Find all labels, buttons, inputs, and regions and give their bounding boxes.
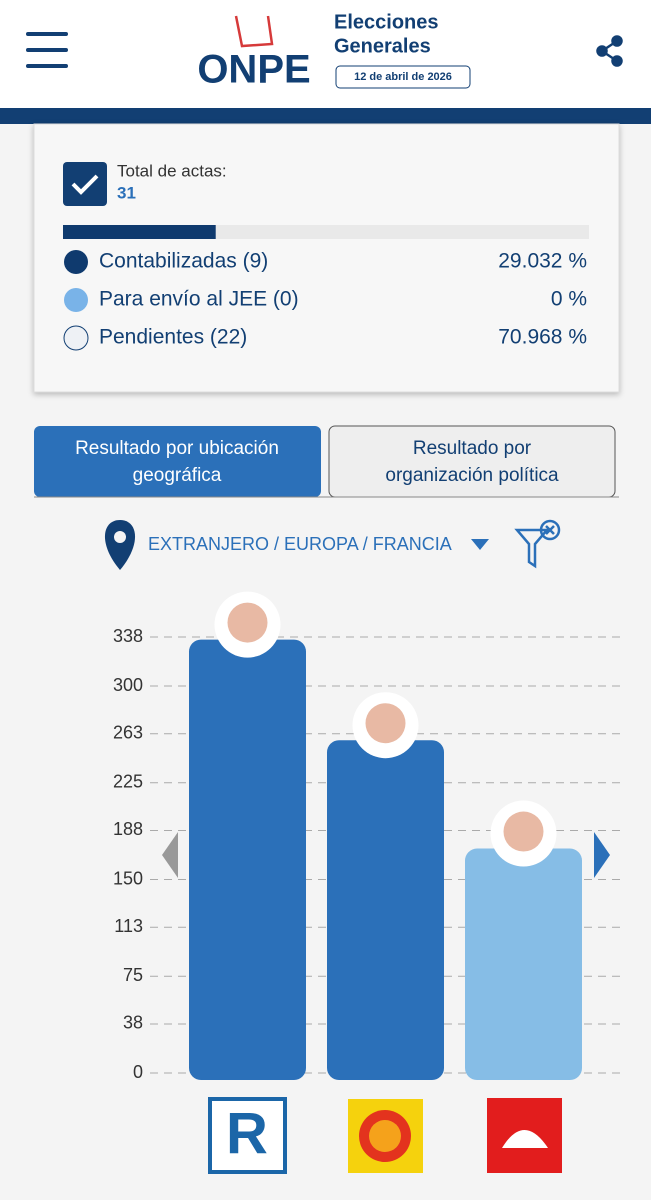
status-percent: 70.968 %	[498, 326, 587, 349]
status-label: Pendientes (22)	[99, 326, 247, 349]
total-label: Total de actas:	[117, 161, 227, 180]
dropdown-arrow[interactable]	[471, 539, 489, 550]
check	[71, 174, 99, 195]
y-tick-label: 263	[113, 722, 143, 742]
party-logo	[348, 1099, 423, 1173]
menu-button[interactable]	[26, 32, 68, 68]
candidate-face	[365, 703, 406, 744]
svg-text:R: R	[226, 1101, 268, 1166]
logo-hand	[234, 15, 274, 48]
bar	[327, 740, 444, 1080]
tab-label[interactable]: geográfica	[133, 465, 222, 486]
candidate-face	[227, 602, 268, 643]
y-tick-label: 113	[114, 916, 143, 936]
y-tick-label: 225	[113, 772, 143, 792]
status-label: Contabilizadas (9)	[99, 250, 268, 273]
tab-label[interactable]: Resultado por ubicación	[75, 438, 279, 459]
party-logo: R	[208, 1097, 287, 1174]
header-stripe	[0, 108, 651, 124]
status-dot	[63, 325, 89, 351]
status-dot	[64, 288, 88, 312]
actas-icon	[63, 162, 107, 206]
next-arrow[interactable]	[594, 832, 610, 878]
status-label: Para envío al JEE (0)	[99, 288, 299, 311]
share-button[interactable]	[596, 35, 623, 67]
total-value: 31	[117, 183, 136, 202]
status-dot	[64, 250, 88, 274]
location-pin	[104, 520, 136, 570]
status-percent: 0 %	[551, 288, 587, 311]
bar	[189, 639, 306, 1080]
date: 12 de abril de 2026	[354, 71, 452, 83]
tab[interactable]: Resultado por organización política	[328, 425, 616, 498]
candidate-face	[503, 811, 544, 852]
tab-label[interactable]: Resultado por	[413, 438, 532, 459]
status-percent: 29.032 %	[498, 250, 587, 273]
filter-button[interactable]	[514, 519, 561, 569]
y-tick-label: 188	[113, 819, 143, 839]
y-tick-label: 338	[113, 626, 143, 646]
progress-fill	[63, 225, 216, 239]
party-logo	[487, 1098, 562, 1173]
header-title: Generales	[334, 35, 431, 57]
pin-hole	[114, 531, 126, 543]
header-title: Elecciones	[334, 11, 439, 33]
y-tick-label: 150	[113, 868, 143, 888]
logo: ONPE	[197, 48, 310, 92]
prev-arrow[interactable]	[162, 832, 178, 878]
y-tick-label: 0	[133, 1062, 143, 1082]
tab-label[interactable]: organización política	[385, 465, 559, 486]
header	[0, 0, 651, 108]
y-tick-label: 38	[123, 1013, 143, 1033]
date-badge	[335, 65, 471, 89]
bar	[465, 848, 582, 1080]
y-tick-label: 75	[123, 965, 143, 985]
tab[interactable]: Resultado por ubicación geográfica	[34, 426, 321, 497]
location[interactable]: EXTRANJERO / EUROPA / FRANCIA	[148, 534, 452, 554]
y-tick-label: 300	[113, 675, 143, 695]
summary-card	[33, 123, 620, 393]
